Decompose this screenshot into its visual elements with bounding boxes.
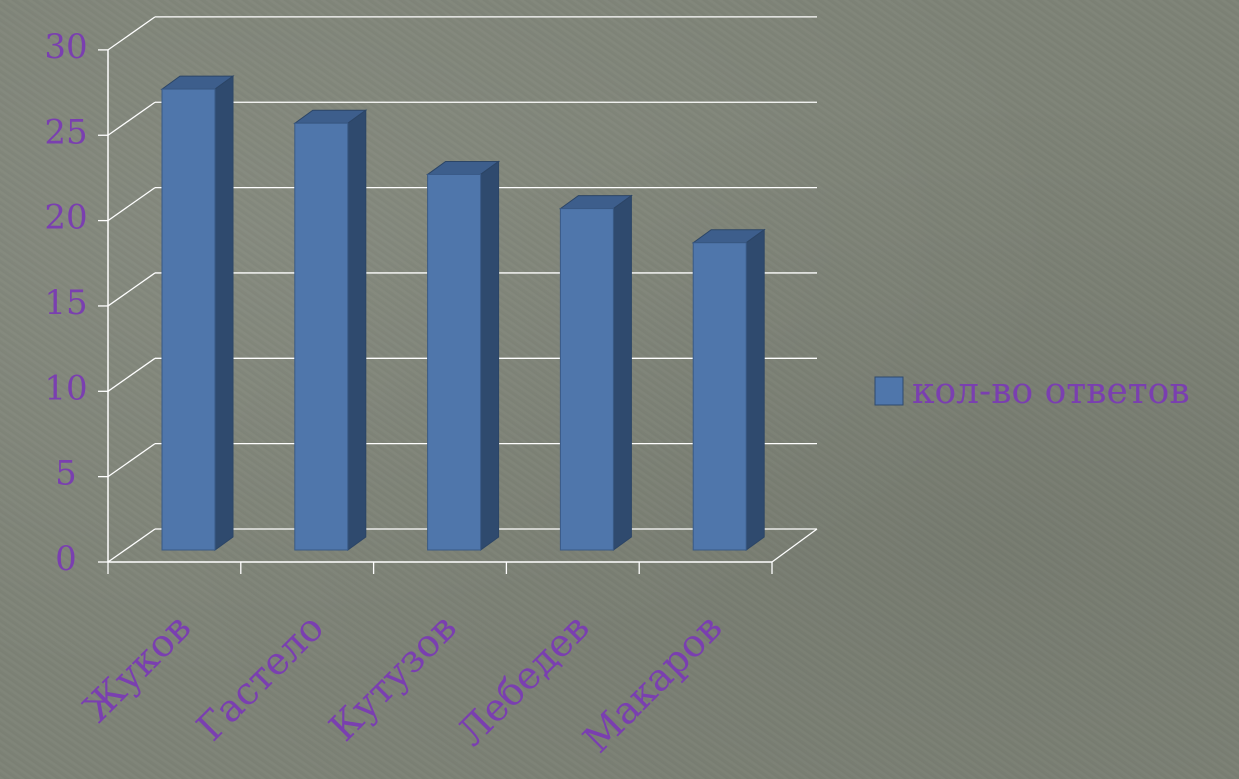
- side-wall-gridline: [107, 528, 156, 563]
- bar-side: [745, 228, 765, 551]
- y-tick-label: 5: [55, 454, 77, 494]
- x-category-label: Макаров: [575, 605, 731, 761]
- y-tick-label: 15: [44, 283, 87, 323]
- bar-front: [294, 122, 349, 551]
- y-tick-label: 10: [44, 368, 87, 408]
- bar: [426, 160, 501, 551]
- bar-front: [427, 173, 482, 551]
- bar: [160, 75, 235, 551]
- bar-side: [612, 194, 632, 551]
- y-tick-label: 25: [44, 112, 87, 152]
- y-tick-label: 20: [44, 198, 87, 238]
- bar: [293, 109, 368, 551]
- bar: [558, 194, 633, 551]
- x-category-label: Гастело: [188, 605, 332, 749]
- x-category-label: Жуков: [74, 605, 199, 730]
- side-wall-gridline: [107, 101, 156, 136]
- axes: [98, 49, 818, 574]
- side-wall-gridline: [107, 357, 156, 392]
- side-wall-gridline: [107, 187, 156, 222]
- bar-side: [480, 160, 500, 551]
- bars: [160, 75, 766, 551]
- bar: [691, 228, 766, 551]
- side-wall-gridline: [107, 272, 156, 307]
- legend: кол-во ответов: [874, 371, 1190, 412]
- legend-label: кол-во ответов: [912, 371, 1190, 412]
- side-wall-gridline: [107, 443, 156, 478]
- side-wall-gridline: [107, 16, 156, 51]
- bar-side: [214, 75, 234, 551]
- y-tick-label: 0: [55, 539, 77, 579]
- legend-swatch: [874, 376, 904, 406]
- x-category-label: Кутузов: [321, 605, 465, 749]
- y-axis-tick-labels: 0 5 10 15 20 25 30: [44, 27, 87, 579]
- y-tick-label: 30: [44, 27, 87, 67]
- bar-front: [559, 208, 614, 551]
- bar-front: [692, 242, 747, 551]
- floor-edge: [771, 528, 818, 563]
- bar-front: [161, 88, 216, 551]
- bar-side: [347, 109, 367, 551]
